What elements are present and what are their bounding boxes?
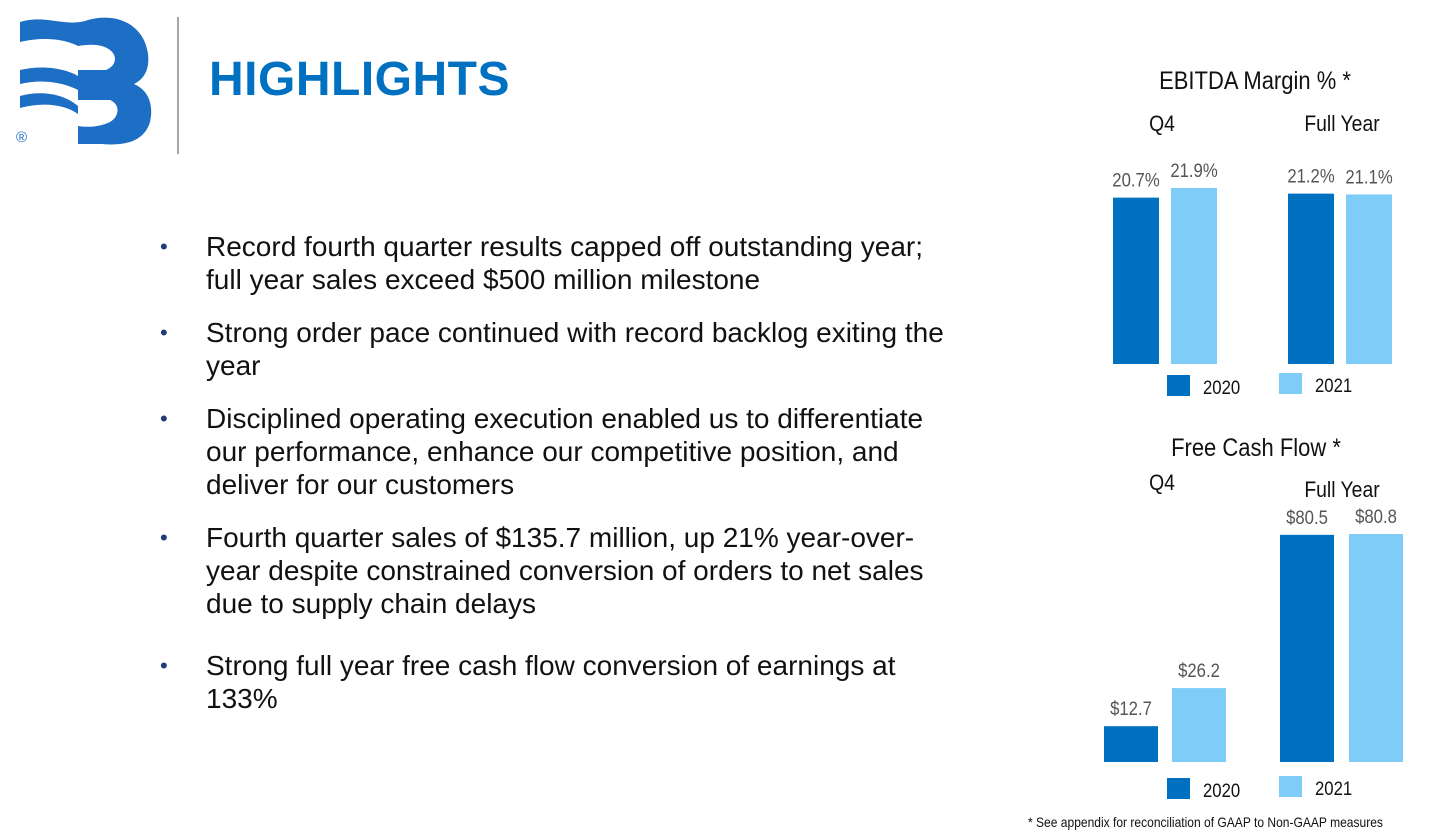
bullet-dot: • (160, 525, 168, 550)
bar (1349, 534, 1403, 762)
data-label: $12.7 (1110, 698, 1152, 719)
legend-swatch (1167, 778, 1190, 799)
legend-label: 2020 (1203, 377, 1240, 398)
bullet-dot: • (160, 653, 168, 678)
data-label: $80.8 (1355, 506, 1397, 527)
highlight-text: Disciplined operating execution enabled … (206, 403, 924, 500)
logo-mark-shape (20, 17, 152, 145)
category-label: Q4 (1149, 471, 1175, 495)
bar (1288, 193, 1334, 364)
data-label: $80.5 (1286, 507, 1328, 528)
data-label: $26.2 (1178, 660, 1220, 681)
chart-title: Free Cash Flow * (1171, 434, 1341, 462)
highlight-item: • Strong order pace continued with recor… (160, 316, 960, 382)
bar (1280, 534, 1334, 762)
data-label: 20.7% (1112, 170, 1159, 191)
highlight-text: Strong order pace continued with record … (206, 317, 944, 381)
category-label: Q4 (1149, 112, 1175, 136)
company-logo: ® (16, 17, 152, 146)
highlight-text: Record fourth quarter results capped off… (206, 231, 924, 295)
highlight-item: • Disciplined operating execution enable… (160, 402, 960, 501)
legend-label: 2020 (1203, 780, 1240, 801)
bar (1113, 197, 1159, 364)
legend-label: 2021 (1315, 778, 1352, 799)
bar (1104, 726, 1158, 762)
footnote: * See appendix for reconciliation of GAA… (1028, 814, 1383, 830)
bullet-dot: • (160, 234, 168, 259)
data-label: 21.9% (1170, 160, 1217, 181)
legend-swatch (1167, 375, 1190, 396)
page-title: HIGHLIGHTS (209, 53, 510, 106)
category-label: Full Year (1304, 112, 1379, 136)
chart-title: EBITDA Margin % * (1159, 67, 1351, 95)
highlight-item: • Record fourth quarter results capped o… (160, 230, 960, 296)
highlight-text: Strong full year free cash flow conversi… (206, 650, 896, 714)
highlights-list: • Record fourth quarter results capped o… (160, 230, 960, 715)
bar (1346, 194, 1392, 364)
bullet-dot: • (160, 320, 168, 345)
bar (1171, 188, 1217, 364)
legend-swatch (1279, 776, 1302, 797)
highlight-text: Fourth quarter sales of $135.7 million, … (206, 522, 924, 619)
category-label: Full Year (1304, 478, 1379, 502)
data-label: 21.2% (1287, 166, 1334, 187)
legend-label: 2021 (1315, 375, 1352, 396)
registered-mark: ® (16, 129, 27, 146)
bar (1172, 688, 1226, 762)
highlight-item: • Fourth quarter sales of $135.7 million… (160, 521, 960, 620)
highlight-item: • Strong full year free cash flow conver… (160, 649, 960, 715)
bullet-dot: • (160, 406, 168, 431)
header-divider (177, 17, 179, 154)
data-label: 21.1% (1345, 166, 1392, 187)
legend-swatch (1279, 373, 1302, 394)
